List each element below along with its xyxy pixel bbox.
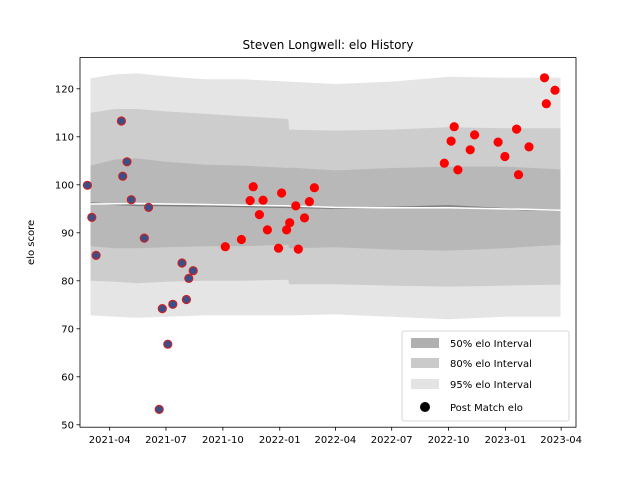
elo-point xyxy=(511,124,522,134)
y-tick-label: 120 xyxy=(55,84,74,95)
x-tick-label: 2021-04 xyxy=(89,435,131,446)
median-elo-line xyxy=(90,202,561,211)
elo-point xyxy=(291,201,301,211)
y-tick-label: 60 xyxy=(61,372,74,383)
elo-point xyxy=(254,210,264,220)
elo-point xyxy=(304,197,314,207)
legend-swatch-95 xyxy=(411,379,439,389)
interval-bands xyxy=(90,73,561,320)
y-tick-label: 70 xyxy=(61,324,74,335)
elo-point xyxy=(188,266,198,276)
x-tick-label: 2021-10 xyxy=(202,435,244,446)
post-match-elo-points xyxy=(82,73,560,414)
elo-point xyxy=(539,73,550,83)
center-lines xyxy=(90,202,561,211)
y-axis-label: elo score xyxy=(26,220,37,265)
elo-point xyxy=(122,157,132,167)
elo-point xyxy=(154,404,164,414)
elo-point xyxy=(126,195,136,205)
elo-point xyxy=(168,299,178,309)
legend-label-post-match: Post Match elo xyxy=(450,403,523,414)
elo-point xyxy=(91,250,101,260)
elo-point xyxy=(446,136,456,146)
elo-point xyxy=(184,273,194,283)
legend-label-50: 50% elo Interval xyxy=(450,339,532,350)
band-80 xyxy=(90,109,561,287)
elo-point xyxy=(144,202,154,212)
legend-box xyxy=(401,330,570,422)
elo-point xyxy=(116,116,127,126)
x-axis: 2021-04 2021-07 2021-10 2022-01 2022-04 2022-… xyxy=(89,427,582,446)
elo-point xyxy=(82,180,93,190)
elo-point xyxy=(500,151,510,162)
x-tick-label: 2023-04 xyxy=(540,435,582,446)
y-tick-label: 50 xyxy=(61,420,74,431)
band-50 xyxy=(90,158,561,251)
x-tick-label: 2022-07 xyxy=(371,435,413,446)
legend-swatch-80 xyxy=(411,358,439,368)
elo-point xyxy=(163,339,173,349)
elo-point xyxy=(177,258,187,268)
x-tick-label: 2022-01 xyxy=(259,435,301,446)
elo-point xyxy=(118,171,128,181)
elo-point xyxy=(524,142,534,152)
y-tick-label: 80 xyxy=(61,276,74,287)
elo-point xyxy=(309,183,319,193)
elo-point xyxy=(449,122,459,132)
y-axis: 50 60 70 80 90 100 110 120 xyxy=(55,84,80,431)
elo-point xyxy=(273,243,284,253)
elo-point xyxy=(541,99,551,109)
elo-point xyxy=(293,244,303,254)
elo-point xyxy=(493,137,503,147)
band-95 xyxy=(90,73,561,320)
plot-frame xyxy=(79,57,577,428)
elo-point xyxy=(248,182,258,192)
x-tick-label: 2022-10 xyxy=(428,435,470,446)
elo-point xyxy=(550,85,560,95)
legend-marker-post-match xyxy=(420,402,430,412)
legend-label-95: 95% elo Interval xyxy=(450,380,532,391)
elo-point xyxy=(220,242,230,252)
x-tick-label: 2023-01 xyxy=(485,435,527,446)
elo-point xyxy=(470,130,480,140)
elo-point xyxy=(453,165,463,175)
elo-point xyxy=(236,234,246,245)
elo-point xyxy=(439,158,449,168)
elo-point xyxy=(181,294,191,305)
elo-point xyxy=(262,225,272,235)
y-tick-label: 90 xyxy=(61,228,74,239)
legend-swatch-50 xyxy=(411,338,439,348)
elo-point xyxy=(285,218,295,228)
y-tick-label: 100 xyxy=(55,180,74,191)
elo-point xyxy=(245,196,255,206)
elo-point xyxy=(513,170,524,180)
elo-point xyxy=(465,145,475,155)
elo-point xyxy=(87,212,97,222)
chart-title: Steven Longwell: elo History xyxy=(243,38,414,52)
legend: 50% elo Interval 80% elo Interval 95% el… xyxy=(401,330,570,422)
y-tick-label: 110 xyxy=(55,132,74,143)
elo-point xyxy=(258,195,268,205)
elo-point xyxy=(157,304,167,314)
elo-point xyxy=(277,188,287,198)
x-tick-label: 2021-07 xyxy=(145,435,187,446)
elo-point xyxy=(299,213,310,223)
elo-point xyxy=(139,233,149,243)
legend-label-80: 80% elo Interval xyxy=(450,359,532,370)
x-tick-label: 2022-04 xyxy=(315,435,357,446)
